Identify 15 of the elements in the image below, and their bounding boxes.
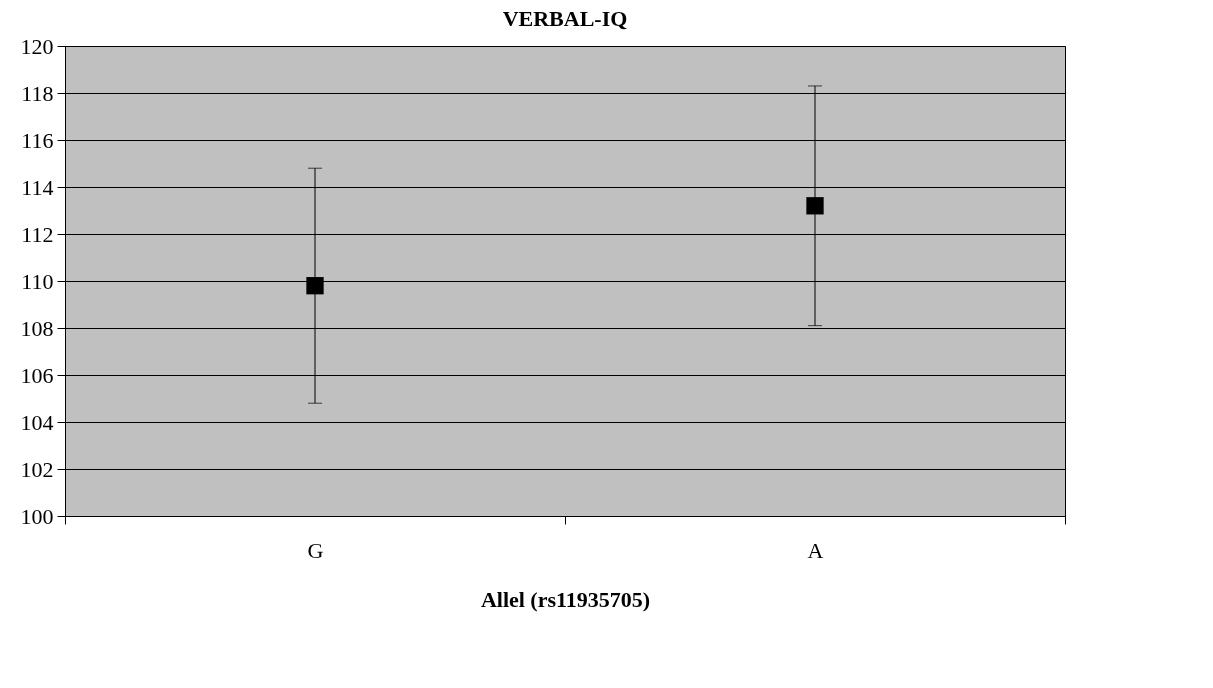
- x-tick-label: G: [307, 537, 324, 563]
- y-tick-label: 100: [20, 503, 54, 529]
- y-tick-label: 118: [21, 80, 54, 106]
- y-tick-label: 106: [20, 362, 54, 388]
- y-tick-label: 120: [20, 33, 54, 59]
- x-tick-label: A: [807, 537, 824, 563]
- y-tick-label: 116: [21, 127, 54, 153]
- y-tick-label: 108: [20, 315, 54, 341]
- chart-title: VERBAL-IQ: [502, 6, 628, 31]
- x-axis-title: Allel (rs11935705): [480, 586, 651, 612]
- y-tick-label: 102: [20, 456, 54, 482]
- y-tick-label: 112: [21, 221, 54, 247]
- y-tick-label: 110: [21, 268, 54, 294]
- y-tick-label: 104: [20, 409, 54, 435]
- y-tick-label: 114: [21, 174, 54, 200]
